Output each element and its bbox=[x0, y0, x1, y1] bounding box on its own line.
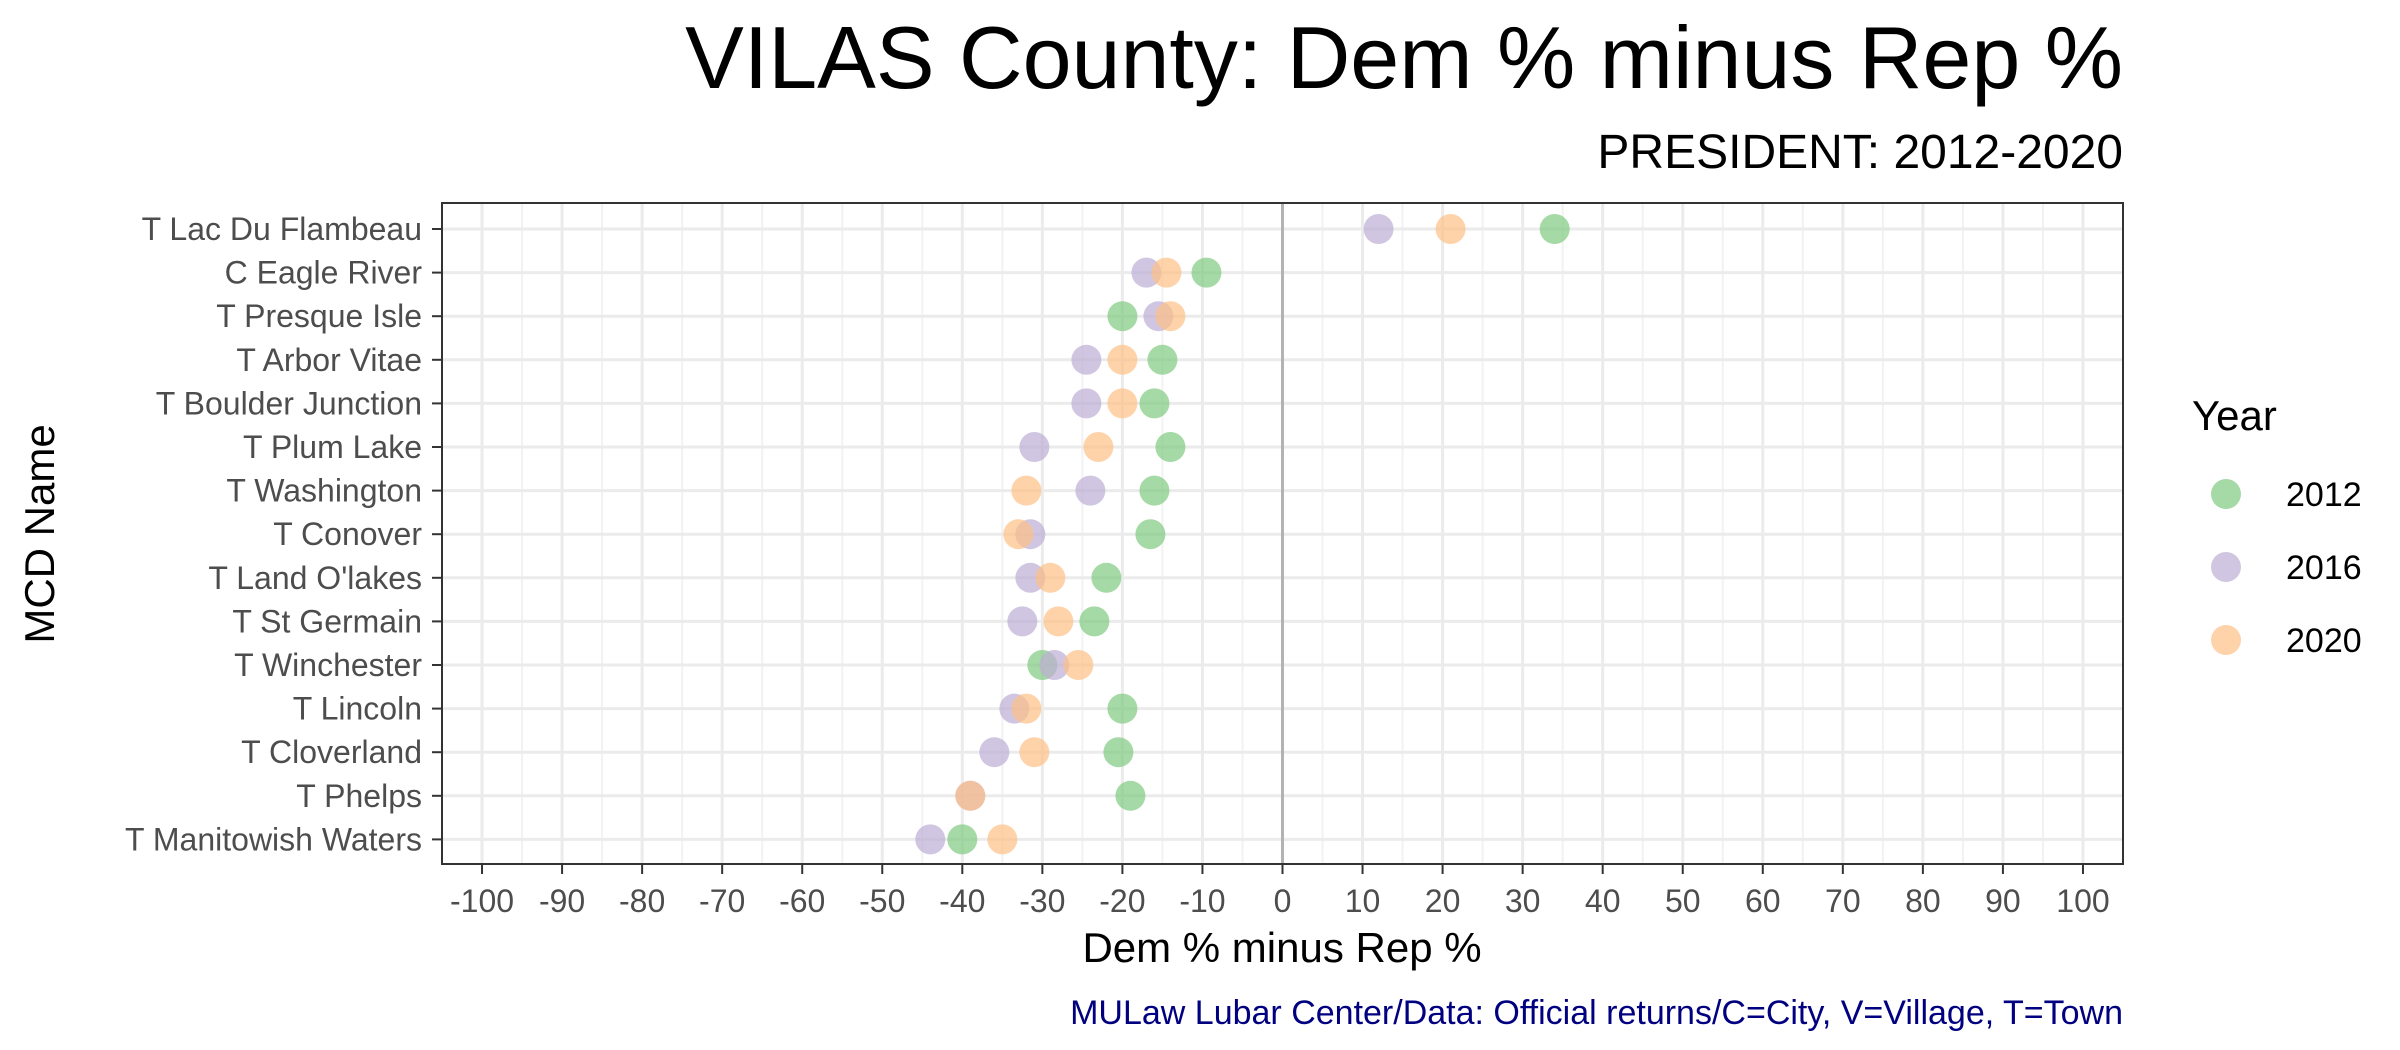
legend-key-2020 bbox=[2211, 625, 2241, 655]
data-point-2020 bbox=[1003, 519, 1034, 550]
data-point-2020 bbox=[1107, 344, 1138, 375]
data-point-2012 bbox=[1155, 432, 1186, 462]
x-tick-label: -60 bbox=[779, 883, 825, 919]
x-tick-label: -90 bbox=[539, 883, 585, 919]
points-layer bbox=[915, 214, 1570, 855]
data-point-2012 bbox=[1135, 519, 1166, 550]
data-point-2020 bbox=[1107, 388, 1138, 419]
data-point-2020 bbox=[1035, 562, 1066, 593]
y-tick-label: T Conover bbox=[273, 516, 422, 552]
data-point-2016 bbox=[1363, 214, 1394, 244]
x-tick-label: 80 bbox=[1905, 883, 1941, 919]
data-point-2020 bbox=[1011, 693, 1042, 724]
x-tick-label: 70 bbox=[1825, 883, 1861, 919]
x-tick-label: 90 bbox=[1985, 883, 2021, 919]
y-tick-label: T Boulder Junction bbox=[156, 385, 422, 421]
data-point-2012 bbox=[1139, 475, 1170, 506]
x-tick-label: -50 bbox=[859, 883, 905, 919]
y-axis: T Lac Du Flambeau C Eagle River T Presque … bbox=[125, 211, 442, 857]
data-point-2020 bbox=[1435, 214, 1466, 244]
legend: Year 2012 2016 2020 bbox=[2192, 392, 2362, 660]
x-tick-label: 40 bbox=[1585, 883, 1621, 919]
x-tick-label: 100 bbox=[2056, 883, 2109, 919]
data-point-2016 bbox=[979, 737, 1010, 768]
x-tick-label: -80 bbox=[619, 883, 665, 919]
x-axis: -100 -90 -80 -70 -60 -50 -40 -30 -20 -10 0 10 20 30 40… bbox=[450, 864, 2110, 919]
data-point-2020 bbox=[955, 780, 986, 811]
x-tick-label: 30 bbox=[1505, 883, 1541, 919]
chart-subtitle: PRESIDENT: 2012-2020 bbox=[1597, 126, 2123, 179]
data-point-2012 bbox=[1139, 388, 1170, 419]
data-point-2012 bbox=[1091, 562, 1122, 593]
chart-title: VILAS County: Dem % minus Rep % bbox=[685, 8, 2123, 107]
data-point-2012 bbox=[1107, 301, 1138, 332]
data-point-2012 bbox=[1103, 737, 1134, 768]
y-tick-label: T Winchester bbox=[234, 647, 422, 683]
data-point-2020 bbox=[1019, 737, 1050, 768]
data-point-2016 bbox=[1071, 344, 1102, 375]
x-tick-label: 0 bbox=[1274, 883, 1292, 919]
x-tick-label: -10 bbox=[1179, 883, 1225, 919]
data-point-2012 bbox=[1191, 257, 1222, 288]
data-point-2016 bbox=[1007, 606, 1038, 637]
x-tick-label: -100 bbox=[450, 883, 514, 919]
x-tick-label: -70 bbox=[699, 883, 745, 919]
data-point-2012 bbox=[1147, 344, 1178, 375]
data-point-2020 bbox=[1155, 301, 1186, 332]
legend-key-2016 bbox=[2211, 552, 2241, 582]
y-tick-label: C Eagle River bbox=[225, 255, 423, 291]
y-tick-label: T Plum Lake bbox=[243, 429, 422, 465]
x-tick-label: 10 bbox=[1345, 883, 1381, 919]
legend-label-2016: 2016 bbox=[2286, 549, 2362, 587]
data-point-2020 bbox=[1011, 475, 1042, 506]
y-axis-title: MCD Name bbox=[16, 424, 63, 643]
data-point-2016 bbox=[915, 824, 946, 855]
y-tick-label: T Cloverland bbox=[241, 734, 422, 770]
x-tick-label: 60 bbox=[1745, 883, 1781, 919]
data-point-2016 bbox=[1039, 650, 1070, 680]
y-tick-label: T Arbor Vitae bbox=[236, 342, 422, 378]
y-tick-label: T Phelps bbox=[296, 778, 422, 814]
data-point-2020 bbox=[1151, 257, 1182, 288]
x-axis-title: Dem % minus Rep % bbox=[1082, 924, 1481, 971]
y-tick-label: T Manitowish Waters bbox=[125, 821, 422, 857]
y-tick-label: T St Germain bbox=[232, 603, 422, 639]
data-point-2020 bbox=[1083, 432, 1114, 462]
x-tick-label: -30 bbox=[1019, 883, 1065, 919]
data-point-2012 bbox=[1107, 693, 1138, 724]
legend-title: Year bbox=[2192, 392, 2277, 439]
data-point-2012 bbox=[1539, 214, 1570, 244]
data-point-2016 bbox=[1071, 388, 1102, 419]
chart-caption: MULaw Lubar Center/Data: Official return… bbox=[1070, 994, 2123, 1032]
data-point-2016 bbox=[1075, 475, 1106, 506]
y-tick-label: T Washington bbox=[226, 473, 422, 509]
y-tick-label: T Presque Isle bbox=[216, 298, 422, 334]
x-tick-label: 50 bbox=[1665, 883, 1701, 919]
data-point-2016 bbox=[1019, 432, 1050, 462]
x-tick-label: 20 bbox=[1425, 883, 1461, 919]
y-tick-label: T Lac Du Flambeau bbox=[142, 211, 422, 247]
x-tick-label: -20 bbox=[1099, 883, 1145, 919]
legend-label-2020: 2020 bbox=[2286, 622, 2362, 660]
data-point-2020 bbox=[1063, 650, 1094, 680]
data-point-2020 bbox=[987, 824, 1018, 855]
y-tick-label: T Land O'lakes bbox=[208, 560, 422, 596]
legend-label-2012: 2012 bbox=[2286, 476, 2362, 514]
x-tick-label: -40 bbox=[939, 883, 985, 919]
data-point-2012 bbox=[1115, 780, 1146, 811]
data-point-2012 bbox=[1079, 606, 1110, 637]
data-point-2012 bbox=[947, 824, 978, 855]
data-point-2020 bbox=[1043, 606, 1074, 637]
y-tick-label: T Lincoln bbox=[293, 691, 422, 727]
legend-key-2012 bbox=[2211, 479, 2241, 509]
